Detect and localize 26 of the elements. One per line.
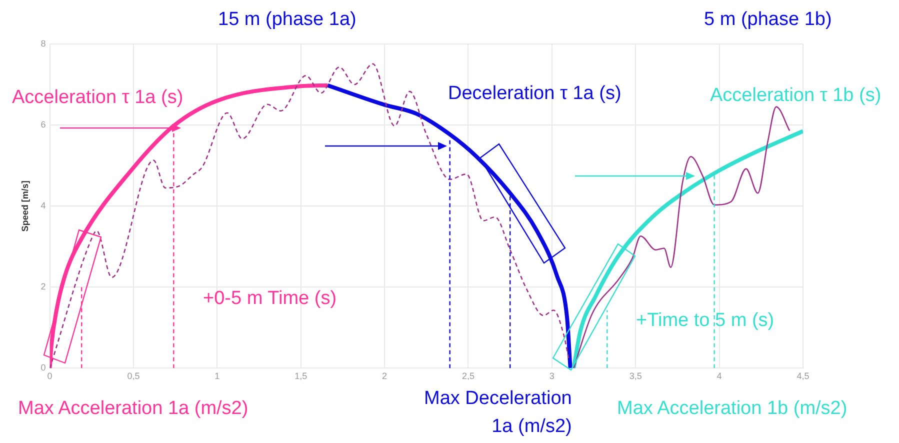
x-tick-label: 1,5 [294,371,308,382]
x-tick-label: 1 [214,371,220,382]
text: Max Acceleration 1b (m/s2) [617,397,848,421]
annotation: Acceleration τ 1b (s) [710,84,882,108]
x-tick-label: 2 [382,371,388,382]
y-axis-title: Speed [m/s] [20,180,30,232]
annotation: +Time to 5 m (s) [636,309,774,333]
x-tick-label: 4 [716,371,722,382]
y-tick-label: 0 [40,362,46,373]
y-tick-label: 6 [40,120,46,130]
x-tick-label: 0,5 [127,371,140,382]
annotation: Deceleration τ 1a (s) [448,82,622,106]
text: 5 m (phase 1b) [704,8,832,32]
y-tick-label: 8 [40,38,46,48]
x-tick-label: 2,5 [462,371,475,382]
text: Max Acceleration 1a (m/s2) [18,397,248,421]
x-tick-label: 4,5 [796,371,810,382]
x-tick-label: 0 [47,371,52,382]
annotation: +0-5 m Time (s) [203,287,337,311]
x-tick-label: 3,5 [629,371,642,382]
text: Max Deceleration 1a (m/s2) [424,387,572,439]
annotation: Acceleration τ 1a (s) [12,86,184,110]
x-tick-label: 3 [549,371,554,382]
y-tick-label: 2 [40,282,46,292]
text: 15 m (phase 1a) [218,8,356,32]
y-tick-label: 4 [40,200,46,211]
